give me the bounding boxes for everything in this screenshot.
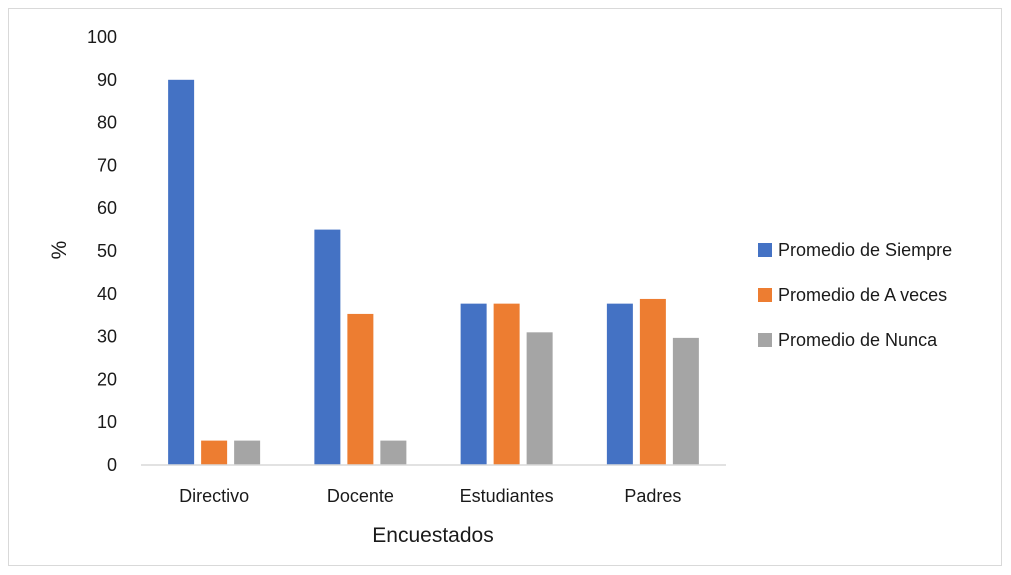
bar-promedio-de-nunca-padres [672, 337, 699, 465]
y-tick-label: 20 [97, 369, 117, 389]
legend-label: Promedio de Nunca [778, 330, 938, 350]
bar-promedio-de-siempre-docente [314, 229, 341, 465]
y-axis-ticks: 0 10 20 30 40 50 60 70 80 90 100 [87, 27, 117, 475]
y-tick-label: 90 [97, 70, 117, 90]
x-category-label: Padres [624, 486, 681, 506]
x-category-label: Docente [327, 486, 394, 506]
y-tick-label: 100 [87, 27, 117, 47]
bar-promedio-de-a-veces-docente [347, 313, 374, 465]
bar-promedio-de-nunca-estudiantes [526, 332, 553, 465]
legend-swatch [758, 333, 772, 347]
bar-promedio-de-siempre-estudiantes [460, 303, 487, 465]
y-tick-label: 70 [97, 155, 117, 175]
x-axis-category-labels: Directivo Docente Estudiantes Padres [179, 486, 681, 506]
x-category-label: Estudiantes [460, 486, 554, 506]
legend-label: Promedio de Siempre [778, 240, 952, 260]
legend: Promedio de Siempre Promedio de A veces Pr… [758, 240, 952, 350]
x-category-label: Directivo [179, 486, 249, 506]
y-tick-label: 50 [97, 241, 117, 261]
y-tick-label: 0 [107, 455, 117, 475]
legend-label: Promedio de A veces [778, 285, 947, 305]
y-tick-label: 30 [97, 327, 117, 347]
bar-promedio-de-nunca-docente [380, 440, 407, 465]
bar-promedio-de-siempre-directivo [168, 79, 195, 466]
bar-promedio-de-siempre-padres [606, 303, 633, 465]
bar-promedio-de-a-veces-padres [639, 298, 666, 465]
y-tick-label: 80 [97, 113, 117, 133]
bars [168, 79, 699, 466]
bar-promedio-de-a-veces-directivo [201, 440, 228, 465]
legend-swatch [758, 243, 772, 257]
x-axis-title: Encuestados [372, 524, 493, 547]
y-tick-label: 40 [97, 284, 117, 304]
bar-promedio-de-nunca-directivo [234, 440, 261, 465]
y-axis-title: % [48, 241, 71, 260]
bar-promedio-de-a-veces-estudiantes [493, 303, 520, 465]
y-tick-label: 10 [97, 412, 117, 432]
legend-swatch [758, 288, 772, 302]
y-tick-label: 60 [97, 198, 117, 218]
